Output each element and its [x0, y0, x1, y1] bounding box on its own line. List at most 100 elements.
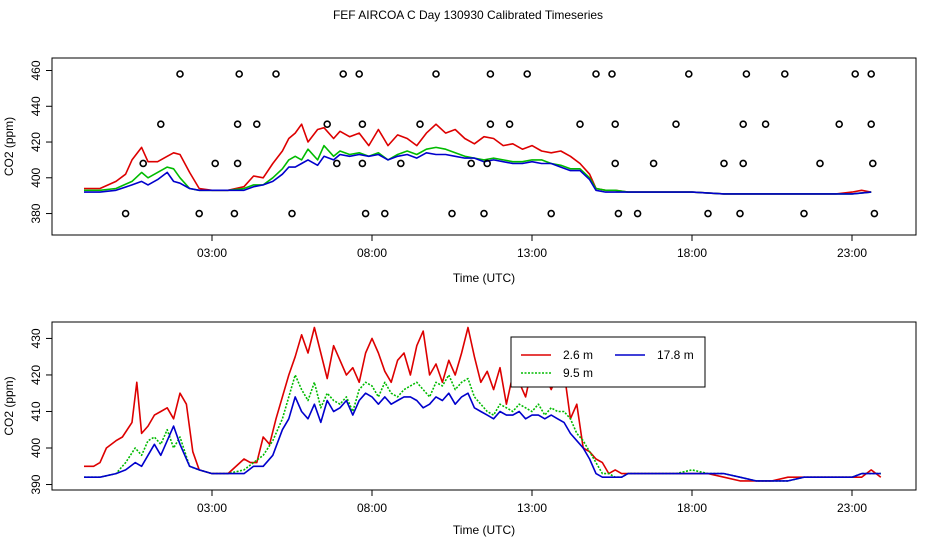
x-tick-label: 18:00: [677, 246, 707, 260]
data-point: [332, 159, 341, 168]
data-point: [720, 159, 728, 168]
series-line-2-6-m: [84, 326, 882, 482]
top-panel: 03:00 08:00 13:00 18:00 23:00 380 400 420 440 460…: [2, 57, 917, 285]
data-point: [358, 120, 367, 128]
plot-area: [84, 326, 882, 482]
series-line-17-8-m: [84, 152, 872, 195]
data-point: [483, 159, 492, 168]
x-tick-label: 18:00: [677, 501, 707, 515]
data-point: [139, 159, 147, 168]
data-point: [486, 120, 495, 128]
data-point: [592, 70, 600, 78]
data-point: [547, 209, 556, 218]
data-point: [157, 120, 165, 128]
data-point: [523, 70, 532, 78]
data-point: [480, 209, 488, 218]
data-point: [339, 70, 348, 78]
data-point: [195, 209, 203, 218]
data-point: [235, 70, 243, 78]
series-line-9-5-m: [84, 374, 881, 482]
data-point: [380, 209, 389, 218]
data-point: [486, 70, 495, 78]
x-tick-label: 03:00: [197, 246, 227, 260]
data-point: [780, 70, 789, 78]
plot-area: [84, 123, 872, 195]
data-point: [121, 209, 130, 218]
data-point: [211, 159, 219, 168]
y-tick-label: 400: [29, 438, 43, 458]
data-point: [355, 70, 364, 78]
data-point: [361, 209, 370, 218]
chart-title: FEF AIRCOA C Day 130930 Calibrated Times…: [332, 8, 604, 22]
data-point: [233, 159, 242, 168]
data-point: [704, 209, 712, 218]
y-axis-title: CO2 (ppm): [2, 117, 16, 176]
x-tick-label: 08:00: [357, 246, 387, 260]
data-point: [230, 209, 239, 218]
plot-frame: [51, 321, 917, 491]
data-point: [432, 70, 440, 78]
series-line-9-5-m: [84, 144, 872, 195]
data-point: [288, 209, 296, 218]
x-tick-label: 13:00: [517, 501, 547, 515]
x-tick-label: 23:00: [837, 501, 867, 515]
y-tick-label: 420: [29, 365, 43, 385]
x-axis-title: Time (UTC): [453, 523, 515, 537]
data-point: [672, 120, 680, 128]
data-point: [614, 209, 623, 218]
data-point: [358, 159, 367, 168]
data-point: [868, 159, 877, 168]
data-point: [611, 120, 620, 128]
legend-label: 9.5 m: [563, 366, 593, 380]
series-line-17-8-m: [84, 392, 881, 482]
y-tick-label: 440: [29, 96, 43, 116]
data-point: [467, 159, 476, 168]
data-point: [870, 209, 879, 218]
bottom-panel: 03:00 08:00 13:00 18:00 23:00 390 400 410 420 430…: [2, 321, 917, 537]
data-point: [611, 159, 620, 168]
y-tick-label: 410: [29, 401, 43, 421]
data-point: [633, 209, 642, 218]
data-point: [736, 209, 744, 218]
data-point: [176, 70, 184, 78]
x-tick-label: 23:00: [837, 246, 867, 260]
data-point: [505, 120, 514, 128]
legend-label: 2.6 m: [563, 348, 593, 362]
x-tick-label: 03:00: [197, 501, 227, 515]
legend: 2.6 m 9.5 m 17.8 m: [510, 336, 706, 388]
data-point: [867, 70, 876, 78]
legend-label: 17.8 m: [657, 348, 694, 362]
data-point: [272, 70, 280, 78]
data-point: [761, 120, 770, 128]
y-axis-title: CO2 (ppm): [2, 376, 16, 435]
data-point: [742, 70, 751, 78]
x-axis-title: Time (UTC): [453, 271, 515, 285]
data-point: [867, 120, 876, 128]
y-tick-label: 380: [29, 203, 43, 223]
plot-frame: [51, 57, 917, 236]
data-point: [448, 209, 456, 218]
data-point: [576, 120, 584, 128]
x-tick-label: 08:00: [357, 501, 387, 515]
data-point: [684, 70, 693, 78]
x-tick-label: 13:00: [517, 246, 547, 260]
data-point: [233, 120, 242, 128]
data-point: [396, 159, 405, 168]
y-tick-label: 400: [29, 167, 43, 187]
data-point: [835, 120, 844, 128]
data-point: [800, 209, 808, 218]
legend-box: [510, 336, 706, 388]
y-tick-label: 420: [29, 132, 43, 152]
data-point: [739, 159, 748, 168]
data-point: [323, 120, 332, 128]
data-point: [816, 159, 824, 168]
y-tick-label: 430: [29, 328, 43, 348]
data-point: [739, 120, 748, 128]
data-point: [252, 120, 261, 128]
data-point: [851, 70, 860, 78]
y-tick-label: 390: [29, 474, 43, 494]
data-point: [416, 120, 424, 128]
data-point: [608, 70, 616, 78]
data-point: [649, 159, 658, 168]
